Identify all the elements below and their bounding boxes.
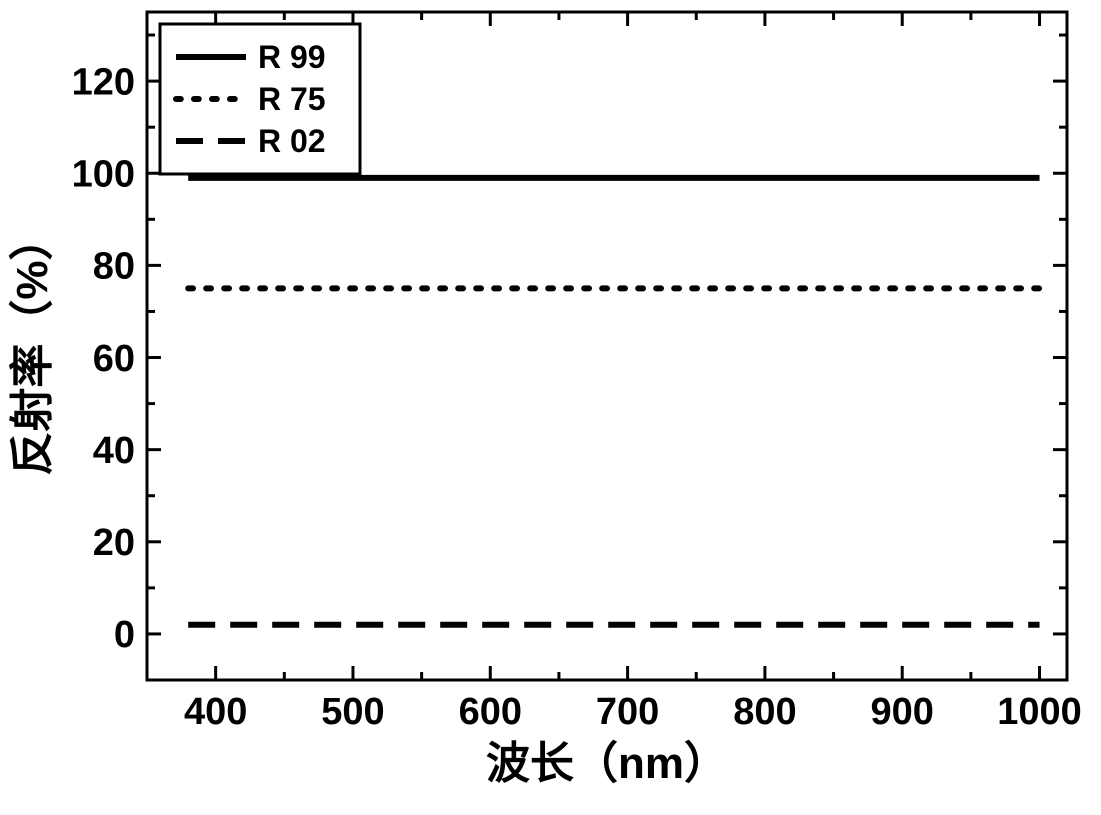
x-tick-label: 500 (321, 691, 384, 733)
x-tick-label: 1000 (997, 691, 1082, 733)
chart-svg: 400 500 600 700 800 900 1000 0 20 40 60 80 100 120 波长（… (0, 0, 1101, 815)
legend-label: R 99 (258, 39, 326, 75)
x-tick-label: 600 (459, 691, 522, 733)
y-tick-label: 40 (93, 430, 135, 472)
y-tick-label: 20 (93, 522, 135, 564)
y-tick-label: 0 (114, 614, 135, 656)
x-tick-label: 900 (871, 691, 934, 733)
y-tick-label: 100 (72, 154, 135, 196)
y-tick-label: 60 (93, 338, 135, 380)
reflectance-line-chart: 400 500 600 700 800 900 1000 0 20 40 60 80 100 120 波长（… (0, 0, 1101, 815)
x-tick-label: 400 (184, 691, 247, 733)
legend-label: R 02 (258, 123, 326, 159)
legend-label: R 75 (258, 81, 326, 117)
y-tick-label: 80 (93, 246, 135, 288)
x-axis-title: 波长（nm） (486, 739, 728, 788)
y-tick-label: 120 (72, 61, 135, 103)
x-tick-label: 700 (596, 691, 659, 733)
y-axis-title: 反射率（%） (8, 216, 57, 475)
x-tick-label: 800 (733, 691, 796, 733)
